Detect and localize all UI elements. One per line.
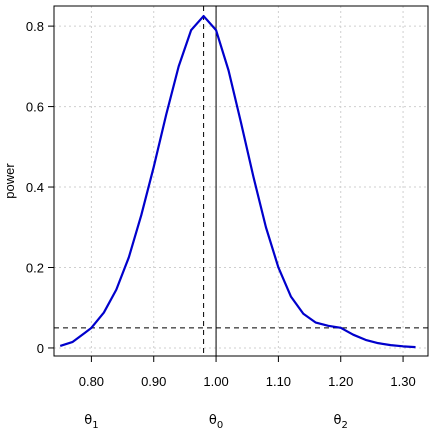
x-tick-label-5: 1.30	[390, 374, 415, 389]
theta-subscript: 2	[342, 420, 348, 431]
y-tick-label-3: 0.6	[26, 100, 44, 115]
x-tick-label-0: 0.80	[79, 374, 104, 389]
y-axis: 0 0.2 0.4 0.6 0.8	[26, 19, 54, 356]
y-tick-label-1: 0.2	[26, 260, 44, 275]
theta-annotation-0: θ0	[209, 413, 223, 431]
y-axis-label: power	[2, 163, 17, 199]
x-tick-label-1: 0.90	[141, 374, 166, 389]
x-tick-label-3: 1.10	[266, 374, 291, 389]
theta-symbol: θ	[209, 413, 217, 428]
theta-symbol: θ	[334, 413, 342, 428]
theta-subscript: 0	[217, 420, 223, 431]
grid	[54, 6, 428, 356]
theta-symbol: θ	[84, 413, 92, 428]
series-layer	[59, 14, 416, 349]
theta-annotations: θ1 θ0 θ2	[84, 413, 348, 431]
theta-annotation-2: θ2	[334, 413, 348, 431]
y-tick-label-2: 0.4	[26, 180, 44, 195]
x-tick-label-4: 1.20	[328, 374, 353, 389]
x-axis: 0.80 0.90 1.00 1.10 1.20 1.30	[79, 356, 416, 389]
y-tick-label-4: 0.8	[26, 19, 44, 34]
plot-frame	[53, 5, 429, 357]
theta-subscript: 1	[92, 420, 98, 431]
power-curve-line-0	[59, 14, 416, 349]
y-tick-label-0: 0	[37, 341, 44, 356]
reference-lines	[54, 6, 428, 356]
theta-annotation-1: θ1	[84, 413, 98, 431]
x-tick-label-2: 1.00	[203, 374, 228, 389]
